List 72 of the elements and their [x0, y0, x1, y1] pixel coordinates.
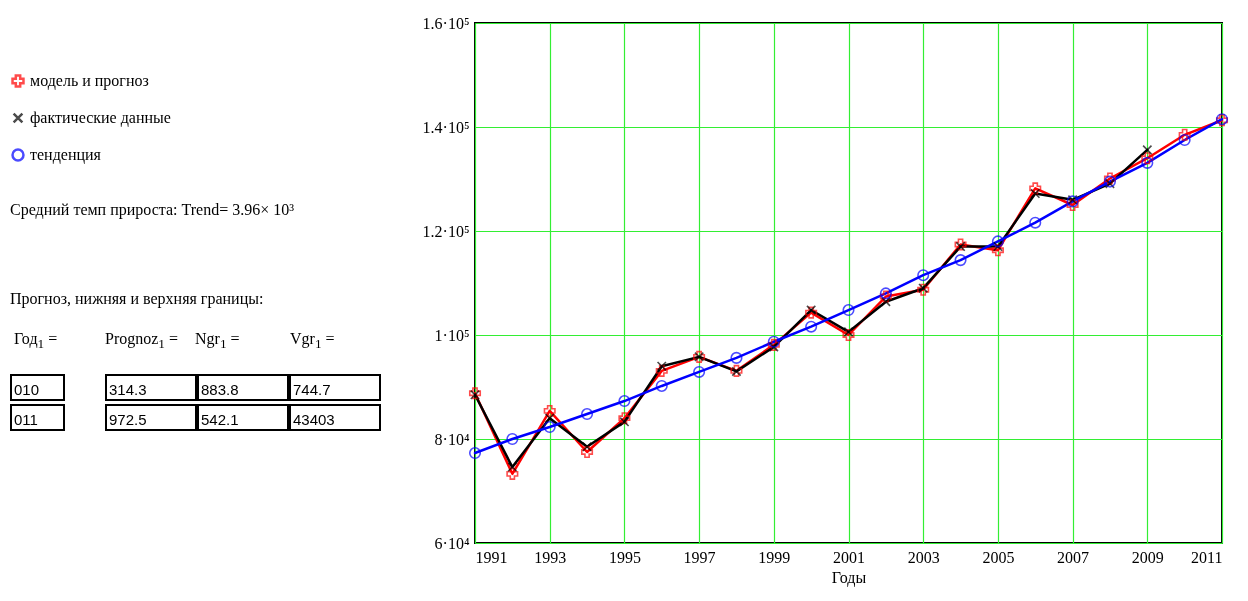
x-tick-label: 2001: [833, 548, 865, 566]
text: 883.8: [197, 374, 289, 401]
point: [730, 351, 743, 364]
point: [1142, 144, 1153, 155]
y-tick-label: 6·10⁴: [434, 534, 470, 552]
x-tick-label: 2005: [982, 548, 1015, 566]
text: 744.7: [289, 374, 381, 401]
point: [655, 364, 668, 377]
x-axis-title: Годы: [831, 568, 867, 587]
point: [842, 304, 855, 317]
point: [618, 395, 631, 408]
x-tick-label: 1991: [475, 548, 508, 566]
point: [843, 326, 854, 337]
text: 010: [10, 374, 65, 401]
point: [954, 254, 967, 267]
text: 314.3: [105, 374, 197, 401]
point: [992, 241, 1003, 252]
x-tick-label: 2011: [1191, 548, 1223, 566]
text: Prognoz$_{1}$ =: [105, 330, 179, 353]
point: [991, 235, 1004, 248]
point: [1029, 182, 1042, 195]
point: [655, 379, 668, 392]
point: [1178, 128, 1191, 141]
point: [543, 421, 556, 434]
point: [619, 416, 630, 427]
y-tick-label: 1·10⁵: [434, 326, 470, 344]
point: [543, 404, 556, 417]
text: Ngr$_{1}$ =: [195, 330, 240, 353]
point: [582, 441, 593, 452]
text: 542.1: [197, 404, 289, 431]
point: [506, 467, 519, 480]
point: [1178, 133, 1191, 147]
text: 43403: [289, 404, 381, 431]
point: [1029, 216, 1042, 229]
y-tick-label: 1.6·10⁵: [422, 14, 470, 32]
point: [805, 320, 818, 333]
text: Средний темп прироста: Trend= 3.96× 10³: [10, 201, 295, 219]
y-tick-label: 1.2·10⁵: [422, 222, 470, 240]
x-tick-label: 1993: [534, 548, 567, 566]
text: Vgr$_{1}$ =: [290, 330, 335, 353]
point: [1066, 198, 1079, 212]
point: [991, 244, 1004, 257]
point: [618, 412, 631, 425]
x-tick-label: 1997: [683, 548, 716, 566]
point: [544, 413, 555, 424]
x-tick-label: 1995: [608, 548, 641, 566]
legend-label: фактические данные: [30, 109, 171, 127]
y-tick-label: 1.4·10⁵: [422, 118, 470, 136]
x-tick-label: 1999: [758, 548, 791, 566]
point: [1030, 188, 1041, 199]
point: [581, 445, 594, 459]
point: [693, 365, 706, 378]
text: 011: [10, 404, 65, 431]
text: 972.5: [105, 404, 197, 431]
point: [581, 408, 594, 421]
point: [880, 296, 891, 307]
legend-label: модель и прогноз: [30, 72, 149, 90]
point: [1141, 156, 1154, 169]
text: Прогноз, нижняя и верхняя границы:: [10, 290, 264, 308]
y-tick-label: 8·10⁴: [434, 430, 470, 448]
x-tick-label: 2007: [1057, 548, 1090, 566]
x-tick-label: 2009: [1131, 548, 1164, 566]
x-tick-label: 2003: [907, 548, 940, 566]
point: [507, 462, 518, 473]
point: [1141, 152, 1154, 165]
point: [506, 432, 519, 446]
point: [468, 447, 482, 460]
point: [842, 328, 855, 342]
point: [917, 269, 930, 282]
text: Год$_{1}$ =: [14, 330, 58, 353]
point: [656, 361, 667, 372]
legend-label: тенденция: [30, 146, 102, 164]
